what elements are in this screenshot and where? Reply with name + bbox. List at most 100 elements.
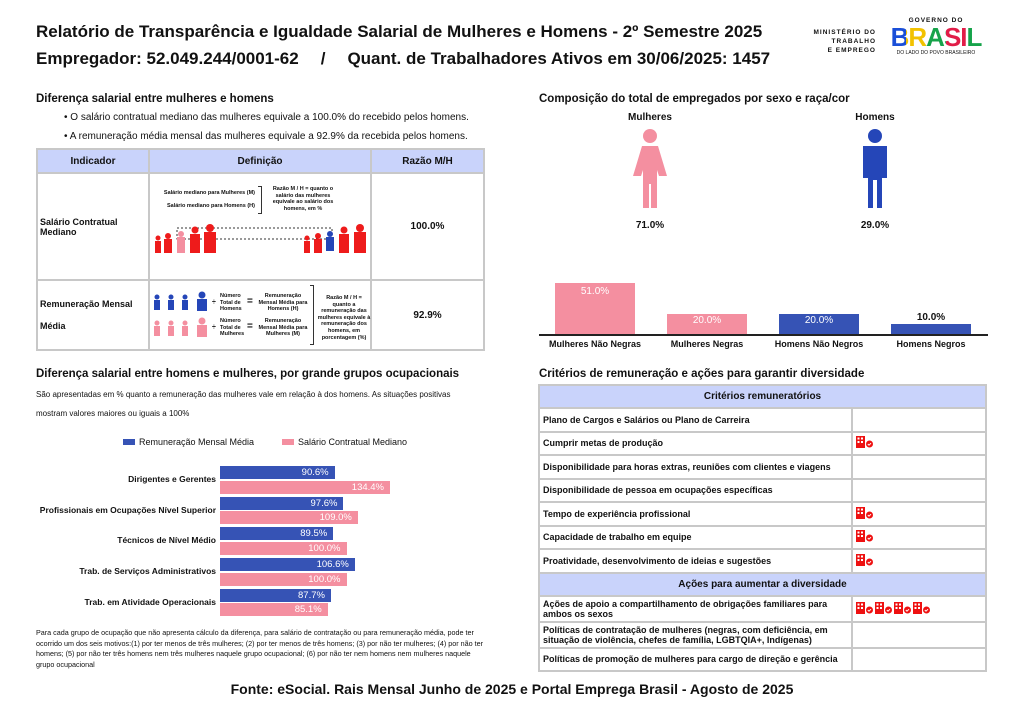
occ-desc-2: mostram valores maiores ou iguais a 100% [36,409,190,418]
category-label: Dirigentes e Gerentes [128,474,216,484]
occ-footnote: Para cada grupo de ocupação que não apre… [36,628,484,669]
employer-line: Empregador: 52.049.244/0001-62 / Quant. de… [36,49,770,69]
women-label: Mulheres [628,112,672,123]
company-check-icon [856,506,874,521]
legend-swatch [123,439,135,445]
criteria-label: Cumprir metas de produção [538,430,853,456]
bar-mean: 87.7% [220,588,331,602]
indicator: Remuneração Mensal Média [36,279,150,351]
separator: / [320,49,326,68]
data-label: 10.0% [916,312,946,323]
data-label: 20.0% [692,315,722,326]
company-check-icon [894,601,912,616]
col-indicador: Indicador [36,148,150,174]
criteria-row: Proatividade, desenvolvimento de ideias … [538,548,987,574]
criteria-marks [851,548,987,574]
criteria-marks [851,524,987,550]
legend-swatch [282,439,294,445]
criteria-row: Ações de apoio a compartilhamento de obr… [538,594,987,623]
table-row: Remuneração Mensal Média ÷ ÷ Número Total… [36,279,485,351]
category-label: Homens Negros [896,339,966,349]
criteria-label: Disponibilidade de pessoa em ocupações e… [538,477,853,503]
section-header: Ações para aumentar a diversidade [538,571,987,597]
definition-median: Salário mediano para Mulheres (M) Salári… [148,172,372,281]
criteria-marks [851,646,987,672]
criteria-row: Plano de Cargos e Salários ou Plano de C… [538,407,987,433]
criteria-marks [851,501,987,527]
category-label: Trab. em Atividade Operacionais [84,596,216,607]
worker-count: Quant. de Trabalhadores Ativos em 30/06/… [347,49,771,68]
criteria-label: Tempo de experiência profissional [538,501,853,527]
category-label: Homens Não Negros [774,339,864,349]
bar-median: 109.0% [220,511,358,525]
men-pct: 29.0% [860,220,890,231]
criteria-label: Ações de apoio a compartilhamento de obr… [538,594,853,623]
criteria-title: Critérios de remuneração e ações para ga… [539,368,865,380]
bar-mean: 106.6% [220,558,355,572]
people-equation [154,291,207,337]
source-footer: Fonte: eSocial. Rais Mensal Junho de 202… [230,681,794,697]
ministry-logo: MINISTÉRIO DO TRABALHO E EMPREGO [813,29,876,54]
col-definicao: Definição [148,148,372,174]
criteria-label: Políticas de promoção de mulheres para c… [538,646,853,672]
criteria-row: Disponibilidade para horas extras, reuni… [538,454,987,480]
bar-1: 20.0% [667,314,747,334]
legend-median: Salário Contratual Mediano [282,437,407,447]
criteria-row: Capacidade de trabalho em equipe [538,524,987,550]
category-label: Trab. de Serviços Administrativos [79,566,216,577]
category-label: Mulheres Não Negras [548,339,642,349]
bar-median: 100.0% [220,572,347,586]
criteria-row: Cumprir metas de produção [538,430,987,456]
data-label: 51.0% [580,286,610,297]
company-check-icon [913,601,931,616]
bar-mean: 97.6% [220,496,344,510]
man-icon [863,129,887,208]
composition-axis: Mulheres Não Negras Mulheres Negras Homens… [539,339,988,351]
men-label: Homens [855,112,895,123]
composition-title: Composição do total de empregados por se… [539,93,850,105]
report-title: Relatório de Transparência e Igualdade S… [36,22,763,41]
data-label: 20.0% [804,315,834,326]
bar-2: 20.0% [779,314,859,334]
criteria-label: Plano de Cargos e Salários ou Plano de C… [538,407,853,433]
woman-icon [633,129,667,208]
bar-mean: 90.6% [220,466,335,479]
criteria-row: Políticas de promoção de mulheres para c… [538,646,987,672]
criteria-table: Critérios remuneratórios Plano de Cargos … [538,384,987,672]
ratio-mean: 92.9% [370,279,485,351]
bar-median: 85.1% [220,603,328,617]
category-label: Mulheres Negras [670,339,744,349]
company-check-icon [856,436,874,450]
criteria-marks [851,594,987,623]
gov-brasil-logo: GOVERNO DO BRASIL DO LADO DO POVO BRASIL… [886,17,986,56]
definition-mean: ÷ ÷ Número Total de Homens Número Total … [148,279,372,351]
bullet-1: • O salário contratual mediano das mulhe… [64,112,469,123]
composition-chart: 51.0% 20.0% 20.0% 10.0% [539,260,988,336]
criteria-row: Políticas de contratação de mulheres (ne… [538,620,987,649]
bar-3: 10.0% [891,312,971,334]
criteria-marks [851,620,987,649]
criteria-label: Capacidade de trabalho em equipe [538,524,853,550]
occ-title: Diferença salarial entre homens e mulher… [36,368,460,380]
occ-desc-1: São apresentadas em % quanto a remuneraç… [36,390,451,399]
bar-median: 134.4% [220,480,391,494]
bar-median: 100.0% [220,541,347,555]
employer-id: Empregador: 52.049.244/0001-62 [36,49,299,68]
indicator: Salário Contratual Mediano [36,172,150,281]
people-figures [155,224,366,253]
legend-mean: Remuneração Mensal Média [123,437,254,447]
company-check-icon [875,601,893,616]
gap-table: Indicador Definição Razão M/H Salário Cont… [36,148,485,351]
bar-0: 51.0% [555,283,635,334]
col-razao: Razão M/H [370,148,485,174]
bullet-2: • A remuneração média mensal das mulhere… [64,131,468,142]
criteria-label: Disponibilidade para horas extras, reuni… [538,454,853,480]
company-check-icon [856,530,874,544]
section-header: Critérios remuneratórios [538,384,987,409]
criteria-marks [851,407,987,433]
criteria-label: Políticas de contratação de mulheres (ne… [538,620,853,649]
criteria-label: Proatividade, desenvolvimento de ideias … [538,548,853,574]
criteria-row: Tempo de experiência profissional [538,501,987,527]
bar-mean: 89.5% [220,527,334,541]
criteria-marks [851,477,987,503]
